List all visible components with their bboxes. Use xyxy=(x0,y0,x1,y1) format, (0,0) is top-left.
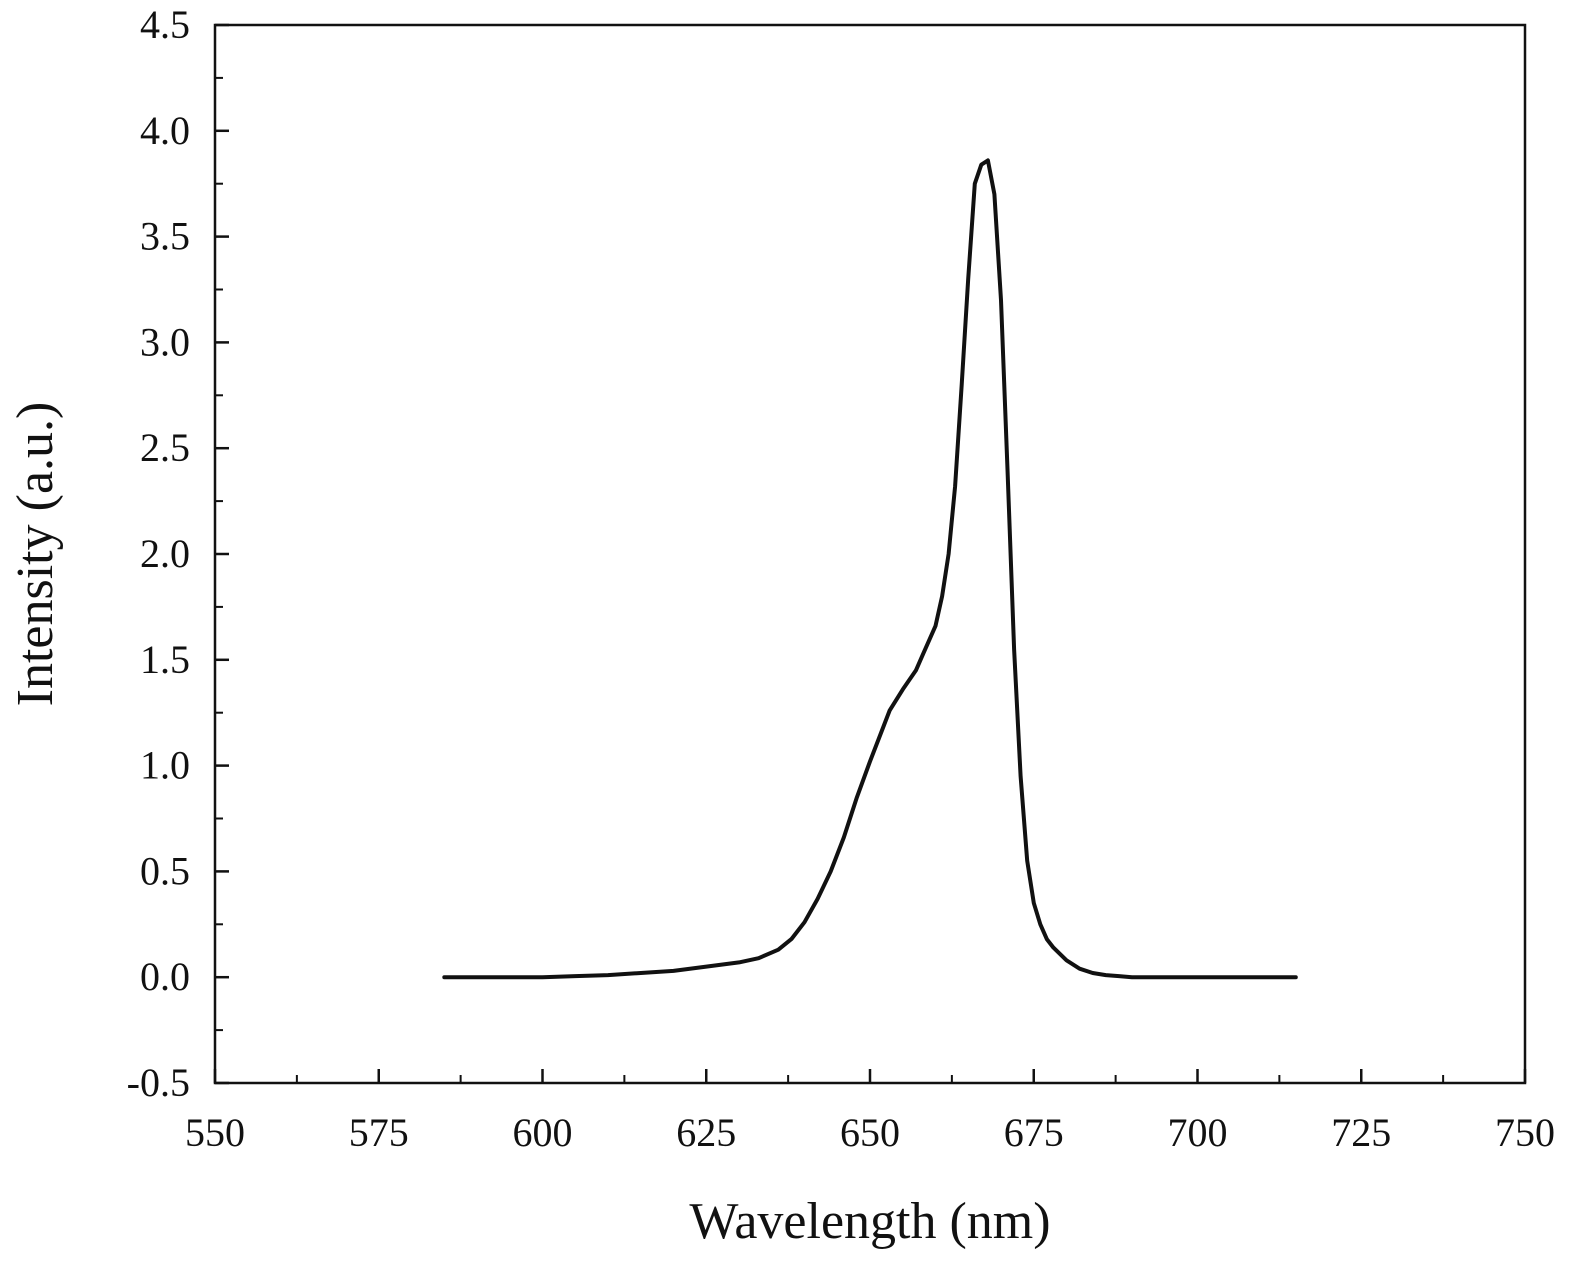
y-tick-label: 4.5 xyxy=(140,2,190,47)
x-axis: 550 575 600 625 650 675 700 725 750 xyxy=(185,1069,1555,1155)
x-tick-label: 725 xyxy=(1331,1110,1391,1155)
x-axis-title: Wavelength (nm) xyxy=(689,1193,1050,1250)
y-axis: -0.5 0.0 0.5 1.0 1.5 2.0 2.5 3.0 3.5 4.0 4.5 xyxy=(127,2,229,1105)
x-tick-label: 675 xyxy=(1004,1110,1064,1155)
y-tick-label: 2.0 xyxy=(140,531,190,576)
x-tick-label: 650 xyxy=(840,1110,900,1155)
x-tick-label: 700 xyxy=(1168,1110,1228,1155)
y-tick-label: 0.0 xyxy=(140,954,190,999)
x-tick-label: 625 xyxy=(676,1110,736,1155)
x-tick-label: 750 xyxy=(1495,1110,1555,1155)
series-line xyxy=(442,158,1298,980)
x-tick-label: 575 xyxy=(349,1110,409,1155)
y-tick-label: 1.5 xyxy=(140,637,190,682)
y-tick-label: 2.5 xyxy=(140,425,190,470)
plot-area-frame xyxy=(213,23,1527,1085)
y-tick-label: 3.5 xyxy=(140,214,190,259)
y-tick-label: 3.0 xyxy=(140,319,190,364)
y-axis-title: Intensity (a.u.) xyxy=(7,402,64,707)
y-tick-label: 0.5 xyxy=(140,848,190,893)
y-tick-label: 1.0 xyxy=(140,743,190,788)
x-tick-label: 600 xyxy=(513,1110,573,1155)
y-tick-label: -0.5 xyxy=(127,1060,190,1105)
x-tick-label: 550 xyxy=(185,1110,245,1155)
y-tick-label: 4.0 xyxy=(140,108,190,153)
